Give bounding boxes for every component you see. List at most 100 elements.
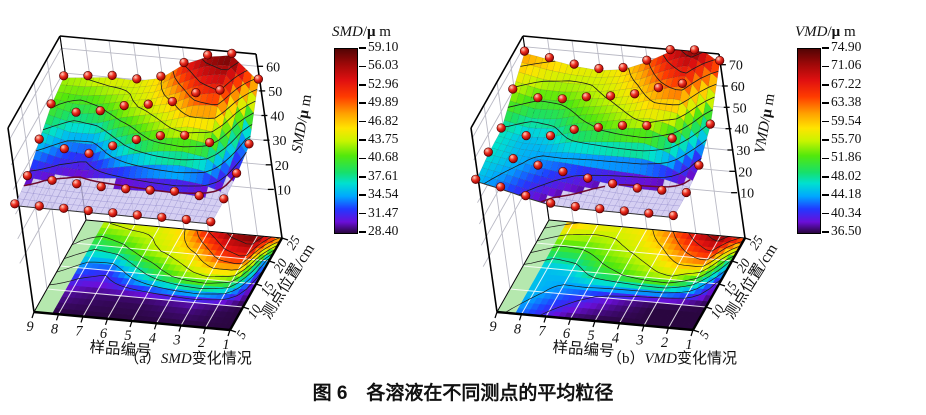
x-tick-label: 8: [514, 321, 522, 337]
data-point-marker: [632, 183, 642, 193]
colorbar-tick-label: 48.02: [831, 167, 862, 183]
data-point-marker: [715, 55, 725, 66]
colorbar-tick-label: 71.06: [831, 57, 862, 73]
x-tick-label: 6: [100, 326, 108, 342]
colorbar-tick-label: 51.86: [831, 149, 862, 165]
data-point-marker: [607, 179, 618, 189]
colorbar-tick-mark: [359, 231, 366, 233]
plot-b-surface: [475, 49, 720, 218]
z-tick-label: 20: [738, 165, 752, 180]
colorbar-tick-mark: [359, 176, 366, 178]
colorbar-tick-mark: [359, 120, 366, 123]
colorbar-vmd-title: VMD/μ m: [795, 24, 856, 40]
colorbar-tick-mark: [822, 65, 829, 68]
data-point-marker: [181, 214, 191, 225]
colorbar-tick-label: 31.47: [368, 204, 399, 220]
colorbar-vmd-body: 74.90 71.06 67.22 63.38 59.54 55.70 51.86 48.02…: [797, 39, 907, 238]
data-point-marker: [681, 187, 691, 198]
colorbar-tick-mark: [822, 84, 829, 86]
data-point-marker: [227, 48, 237, 59]
x-tick-label: 2: [661, 335, 668, 351]
data-point-marker: [34, 201, 44, 211]
data-point-marker: [119, 100, 129, 111]
colorbar-tick-mark: [359, 157, 366, 160]
data-point-marker: [705, 119, 715, 129]
data-point-marker: [483, 147, 493, 157]
colorbar-tick-mark: [359, 47, 366, 49]
data-point-marker: [244, 139, 254, 149]
plot-a-data-points: [10, 48, 263, 227]
colorbar-tick-label: 28.40: [368, 223, 399, 238]
z-tick-label: 70: [729, 59, 743, 74]
data-point-marker: [619, 206, 629, 216]
data-point-marker: [132, 74, 142, 84]
y-tick-label: 5: [233, 328, 249, 342]
colorbar-tick-label: 52.96: [368, 75, 399, 91]
mu-symbol: μ: [831, 24, 841, 40]
colorbar-tick-label: 46.82: [368, 112, 399, 128]
colorbar-smd: SMD/μ m 59.10 56.03 52.96 49.89 46.82 43.75 40…: [332, 24, 444, 238]
colorbar-tick-label: 55.70: [831, 131, 862, 146]
plot-a-surface: [14, 55, 259, 225]
data-point-marker: [496, 182, 506, 192]
data-point-marker: [665, 44, 675, 55]
data-point-marker: [253, 74, 263, 84]
data-point-marker: [108, 141, 118, 151]
colorbar-tick-label: 74.90: [831, 39, 862, 54]
colorbar-tick-label: 67.22: [831, 75, 862, 91]
data-point-marker: [533, 160, 543, 170]
data-point-marker: [657, 185, 667, 195]
data-point-marker: [471, 174, 481, 184]
colorbar-tick-label: 63.38: [831, 94, 862, 110]
x-tick-label: 5: [587, 328, 594, 344]
data-point-marker: [215, 85, 225, 95]
z-tick-label: 10: [277, 183, 291, 198]
data-point-marker: [593, 122, 604, 132]
data-point-marker: [59, 203, 69, 213]
colorbar-tick-label: 59.10: [368, 39, 399, 54]
data-point-marker: [694, 160, 704, 170]
x-axis-title: 样品编号: [552, 338, 615, 360]
z-axis-title: VMD/μ m: [752, 92, 778, 155]
colorbar-vmd-gradient: [797, 48, 821, 234]
colorbar-tick-mark: [822, 47, 829, 49]
plot-b-floor-projection: [496, 219, 747, 332]
z-tick-label: 60: [731, 80, 745, 95]
x-tick-label: 3: [172, 333, 180, 349]
data-point-marker: [95, 106, 105, 116]
z-tick-label: 40: [735, 123, 749, 138]
plot-a-caption: （a）SMD变化情况: [124, 351, 252, 367]
data-point-marker: [668, 210, 678, 221]
data-point-marker: [546, 198, 556, 208]
data-point-marker: [206, 217, 216, 227]
data-point-marker: [121, 184, 131, 194]
data-point-marker: [544, 52, 555, 63]
data-point-marker: [83, 205, 93, 216]
data-point-marker: [47, 175, 57, 185]
data-point-marker: [653, 82, 664, 93]
z-tick-label: 40: [270, 110, 284, 125]
z-tick-label: 30: [736, 144, 750, 159]
data-point-marker: [558, 167, 568, 177]
data-point-marker: [508, 154, 518, 164]
colorbar-tick-label: 43.75: [368, 131, 399, 146]
x-tick-label: 7: [538, 324, 546, 340]
data-point-marker: [545, 131, 556, 141]
colorbar-tick-mark: [359, 84, 366, 86]
data-point-marker: [194, 191, 204, 201]
data-point-marker: [232, 168, 242, 178]
data-point-marker: [10, 199, 20, 209]
x-tick-label: 3: [635, 333, 643, 349]
mu-symbol: μ: [367, 24, 376, 40]
data-point-marker: [22, 171, 32, 181]
colorbar-tick-mark: [359, 212, 366, 215]
colorbar-tick-mark: [822, 120, 829, 123]
data-point-marker: [157, 212, 167, 222]
data-point-marker: [132, 210, 142, 220]
data-point-marker: [642, 55, 652, 65]
x-tick-label: 8: [51, 321, 59, 337]
data-point-marker: [689, 45, 700, 55]
data-point-marker: [34, 134, 44, 144]
colorbar-smd-body: 59.10 56.03 52.96 49.89 46.82 43.75 40.68 37.61…: [334, 39, 444, 238]
